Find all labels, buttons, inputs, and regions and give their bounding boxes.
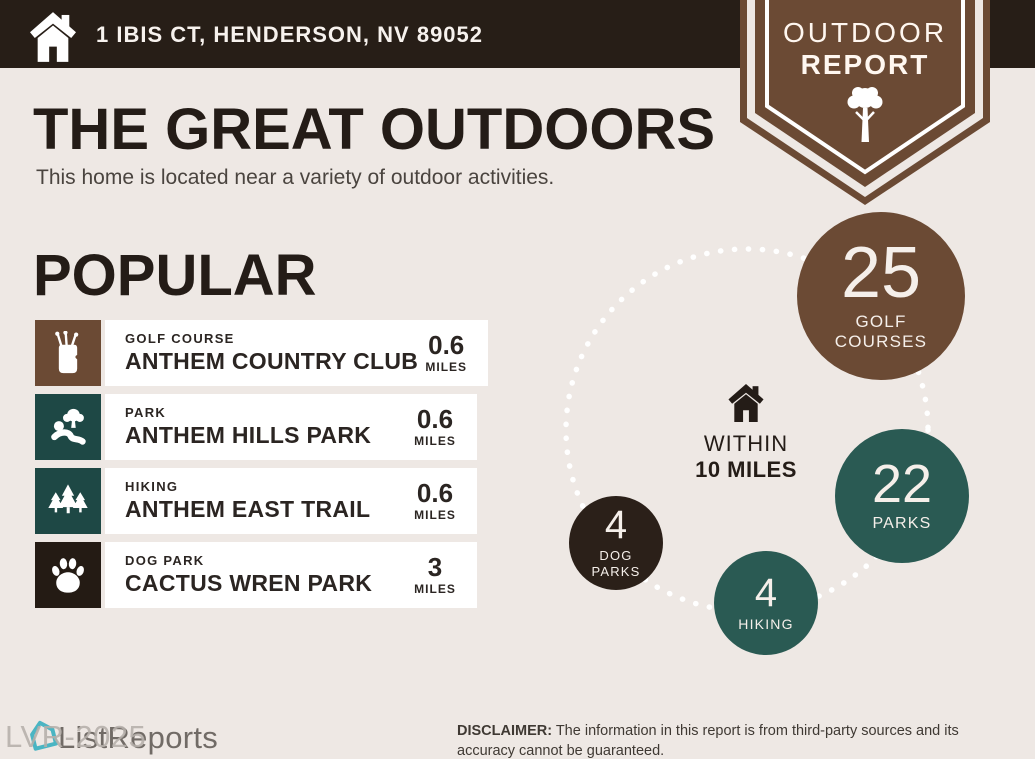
page-subtitle: This home is located near a variety of o… <box>36 166 555 189</box>
item-distance: 0.6 <box>416 478 454 508</box>
bubble-label: DOG PARKS <box>591 548 641 579</box>
watermark: LVR-2025 <box>5 719 147 754</box>
item-distance: 0.6 <box>428 330 465 360</box>
item-name: ANTHEM EAST TRAIL <box>125 496 371 522</box>
bubble-label: GOLF COURSES <box>834 311 928 352</box>
item-distance-unit: MILES <box>425 360 468 374</box>
property-address: 1 IBIS CT, HENDERSON, NV 89052 <box>96 22 484 47</box>
item-category: PARK <box>125 405 167 420</box>
item-category: DOG PARK <box>125 553 205 568</box>
item-distance-unit: MILES <box>414 508 456 522</box>
item-name: ANTHEM HILLS PARK <box>125 422 372 448</box>
list-item-golf-course: GOLF COURSE ANTHEM COUNTRY CLUB 0.6 MILE… <box>35 320 489 386</box>
radius-text-miles: 10 MILES <box>695 457 797 482</box>
dotted-radius-circle <box>563 246 931 614</box>
bubble-golf-courses: 25 GOLF COURSES <box>797 212 965 380</box>
outdoor-report-badge: OUTDOOR REPORT <box>740 0 990 205</box>
bubble-label: HIKING <box>738 615 794 632</box>
bubble-label: PARKS <box>872 515 932 533</box>
listreports-wordmark: ListReports <box>58 720 219 755</box>
popular-heading: POPULAR <box>33 243 317 308</box>
badge-line2: REPORT <box>801 49 930 80</box>
pine-trees-icon <box>35 468 101 534</box>
disclaimer: DISCLAIMER: The information in this repo… <box>457 722 1017 759</box>
item-name: CACTUS WREN PARK <box>125 570 373 596</box>
home-icon <box>728 384 764 422</box>
popular-list: GOLF COURSE ANTHEM COUNTRY CLUB 0.6 MILE… <box>35 320 489 616</box>
bubble-value: 25 <box>840 233 922 314</box>
park-tree-path-icon <box>35 394 101 460</box>
item-distance: 0.6 <box>416 404 454 434</box>
list-item-card: DOG PARK CACTUS WREN PARK 3 MILES <box>105 542 477 608</box>
item-distance: 3 <box>427 552 443 582</box>
tree-icon <box>847 87 883 142</box>
item-distance-unit: MILES <box>414 434 456 448</box>
list-item-park: PARK ANTHEM HILLS PARK 0.6 MILES <box>35 394 477 460</box>
item-name: ANTHEM COUNTRY CLUB <box>125 348 419 374</box>
badge-line1: OUTDOOR <box>783 17 947 48</box>
item-category: GOLF COURSE <box>125 331 235 346</box>
list-item-hiking: HIKING ANTHEM EAST TRAIL 0.6 MILES <box>35 468 477 534</box>
disclaimer-label: DISCLAIMER: <box>457 723 553 739</box>
disclaimer-text: The information in this report is from t… <box>457 723 959 759</box>
home-icon <box>30 12 76 62</box>
list-item-card: HIKING ANTHEM EAST TRAIL 0.6 MILES <box>105 468 477 534</box>
bubble-value: 4 <box>604 503 628 548</box>
list-item-dog-park: DOG PARK CACTUS WREN PARK 3 MILES <box>35 542 477 608</box>
item-category: HIKING <box>125 479 179 494</box>
listreports-house-icon <box>30 720 58 751</box>
bubble-parks: 22 PARKS <box>835 429 969 563</box>
paw-icon <box>35 542 101 608</box>
radius-center: WITHIN 10 MILES <box>666 384 826 483</box>
golf-bag-icon <box>35 320 101 386</box>
bubble-value: 4 <box>754 570 778 615</box>
bubble-dog-parks: 4 DOG PARKS <box>569 496 663 590</box>
bubble-value: 22 <box>871 453 933 514</box>
list-item-card: PARK ANTHEM HILLS PARK 0.6 MILES <box>105 394 477 460</box>
radius-text-within: WITHIN <box>703 431 789 456</box>
list-item-card: GOLF COURSE ANTHEM COUNTRY CLUB 0.6 MILE… <box>105 320 489 386</box>
item-distance-unit: MILES <box>414 582 456 596</box>
bubble-hiking: 4 HIKING <box>714 551 818 655</box>
page-title: THE GREAT OUTDOORS <box>33 97 716 162</box>
